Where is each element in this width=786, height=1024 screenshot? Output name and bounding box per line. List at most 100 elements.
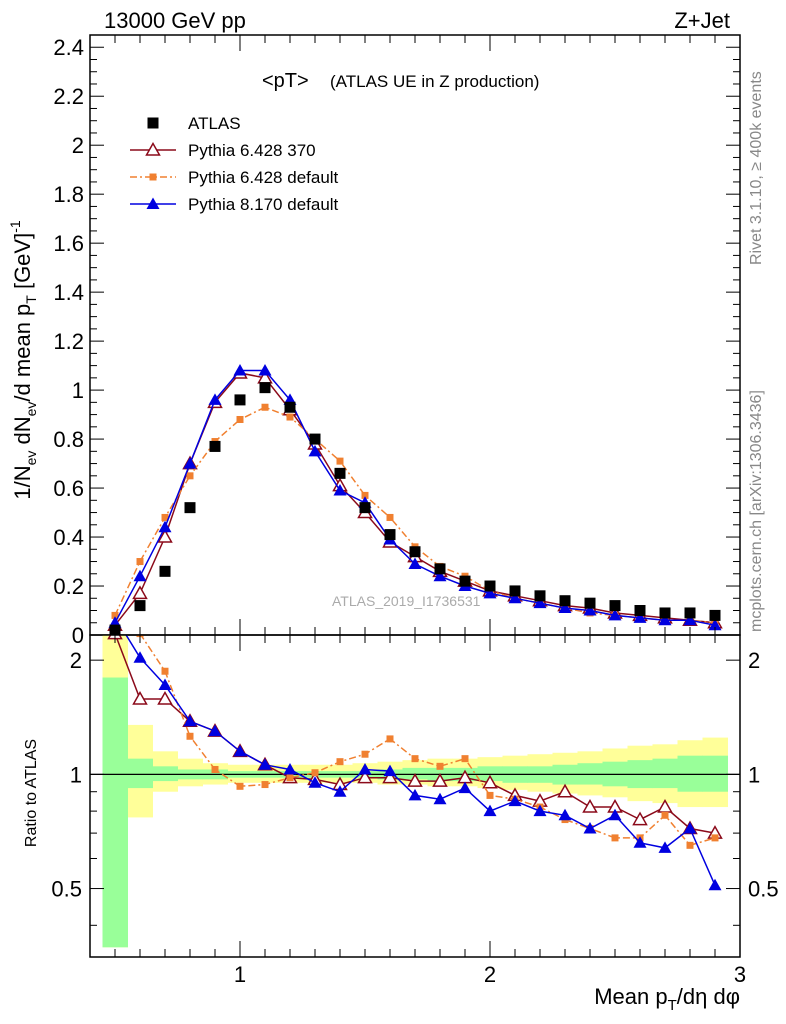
main-point-atlas [434,563,446,575]
main-y-tick-label: 1 [72,378,84,403]
main-point-pythia-6-428-default [386,513,394,521]
main-y-label-part: dN [10,416,35,450]
ratio-y-tick-label-left: 0.5 [51,877,82,902]
main-point-pythia-8-170-default [708,618,722,631]
main-point-atlas [209,440,221,452]
ratio-point-pythia-6-428-default [411,755,419,763]
ratio-point-pythia-8-170-default [158,678,172,691]
main-point-pythia-8-170-default [308,444,322,457]
main-point-pythia-8-170-default [583,604,597,616]
ratio-point-pythia-8-170-default [633,836,647,848]
side-rivet-label: Rivet 3.1.10, ≥ 400k events [748,71,765,265]
ratio-y-tick-label-right: 2 [748,648,760,673]
main-series-atlas [109,382,721,635]
main-y-label-part: T [23,295,39,304]
legend-marker-pythia-6-428-370 [145,141,161,156]
main-point-atlas [459,575,471,587]
main-point-atlas [134,600,146,612]
main-y-tick-label: 1.8 [53,182,84,207]
ratio-point-pythia-8-170-default [533,804,547,817]
ratio-point-pythia-6-428-default [661,811,669,819]
ratio-point-pythia-8-170-default [408,788,422,801]
ratio-point-pythia-6-428-default [686,841,694,849]
main-y-tick-label: 2 [72,133,84,158]
ratio-point-pythia-6-428-370 [407,773,423,787]
main-point-pythia-8-170-default [408,557,422,569]
main-point-pythia-6-428-default [286,413,294,421]
ratio-point-pythia-8-170-default [508,794,522,807]
ratio-point-pythia-6-428-default [236,782,244,790]
ratio-point-pythia-6-428-370 [632,811,648,826]
main-line-pythia-6-428-default [114,406,716,624]
ratio-point-pythia-8-170-default [708,878,722,891]
main-y-tick-label: 2.4 [53,35,84,60]
main-point-pythia-6-428-default [261,403,269,411]
main-x-ticks [114,35,741,635]
ratio-y-tick-label-left: 2 [70,648,82,673]
main-point-pythia-6-428-default [136,558,144,566]
main-y-label-part: /d mean p [10,304,35,402]
legend-marker-pythia-6-428-default [149,173,157,181]
main-point-pythia-8-170-default [483,586,497,599]
main-point-pythia-6-428-default [236,415,244,423]
main-point-atlas [359,502,371,514]
main-point-pythia-6-428-default [111,611,119,619]
ratio-point-pythia-8-170-default [308,776,322,788]
ratio-series-pythia-6-428-370 [107,635,723,839]
ratio-point-pythia-8-170-default [208,724,222,737]
main-point-atlas [684,607,696,619]
main-point-pythia-8-170-default [658,613,672,626]
x-label-part: /dη dφ [677,984,740,1009]
main-point-atlas [409,546,421,558]
side-mcplots-label: mcplots.cern.ch [arXiv:1306.3436] [748,390,765,632]
main-point-pythia-6-428-370 [132,585,148,600]
ratio-point-pythia-6-428-default [261,781,269,789]
main-point-pythia-8-170-default [433,569,447,582]
ratio-point-pythia-8-170-default [233,744,247,757]
plot-title: <pT> [262,70,309,92]
ratio-point-pythia-6-428-default [211,765,219,773]
ratio-point-pythia-6-428-370 [382,769,398,784]
main-point-atlas [334,467,346,479]
x-tick-label: 2 [484,962,496,987]
main-point-pythia-8-170-default [333,484,347,496]
ratio-band-inner [677,755,703,792]
ratio-panel: 0.5 0.5 1 1 2 2 1 2 3 Ratio to ATLAS Mean pT/dη… [23,634,779,1014]
ratio-y-axis-label: Ratio to ATLAS [23,739,40,847]
ratio-point-pythia-8-170-default [383,764,397,777]
x-tick-label: 1 [234,962,246,987]
ratio-x-ticks: 1 2 3 [114,635,746,987]
main-point-pythia-8-170-default [508,591,522,604]
main-y-tick-label: 0 [72,623,84,648]
ratio-band-inner [152,766,178,782]
ratio-point-pythia-8-170-default [483,804,497,817]
main-point-pythia-8-170-default [158,520,172,533]
plot-subtitle: (ATLAS UE in Z production) [330,72,539,91]
main-point-atlas [384,529,396,541]
main-series-pythia-8-170-default [108,364,722,631]
ratio-point-pythia-6-428-default [386,735,394,743]
x-label-part: T [668,997,677,1014]
main-point-pythia-6-428-default [186,472,194,480]
main-point-pythia-8-170-default [683,613,697,626]
ratio-point-pythia-8-170-default [558,808,572,821]
main-point-pythia-8-170-default [233,364,247,376]
ratio-point-pythia-8-170-default [283,762,297,775]
main-point-pythia-8-170-default [608,608,622,621]
main-point-atlas [309,433,321,445]
main-point-atlas [184,502,196,514]
ratio-point-pythia-8-170-default [608,808,622,821]
ratio-band-inner [127,758,153,789]
legend-marker-atlas [147,117,159,129]
main-y-tick-label: 0.2 [53,574,84,599]
ratio-point-pythia-6-428-default [186,732,194,740]
ratio-point-pythia-6-428-default [286,774,294,782]
main-panel: 0 0.2 0.4 0.6 0.8 1 1.2 1.4 1.6 1.8 2 2.2 2.4 1/Nev … [7,34,741,648]
ratio-point-pythia-8-170-default [358,762,372,775]
main-point-atlas [484,580,496,592]
main-y-ticks: 0 0.2 0.4 0.6 0.8 1 1.2 1.4 1.6 1.8 2 2.2 2.4 [53,35,740,648]
ratio-point-pythia-8-170-default [183,714,197,727]
ratio-point-pythia-6-428-default [461,755,469,763]
main-y-tick-label: 0.6 [53,476,84,501]
main-point-atlas [584,597,596,609]
